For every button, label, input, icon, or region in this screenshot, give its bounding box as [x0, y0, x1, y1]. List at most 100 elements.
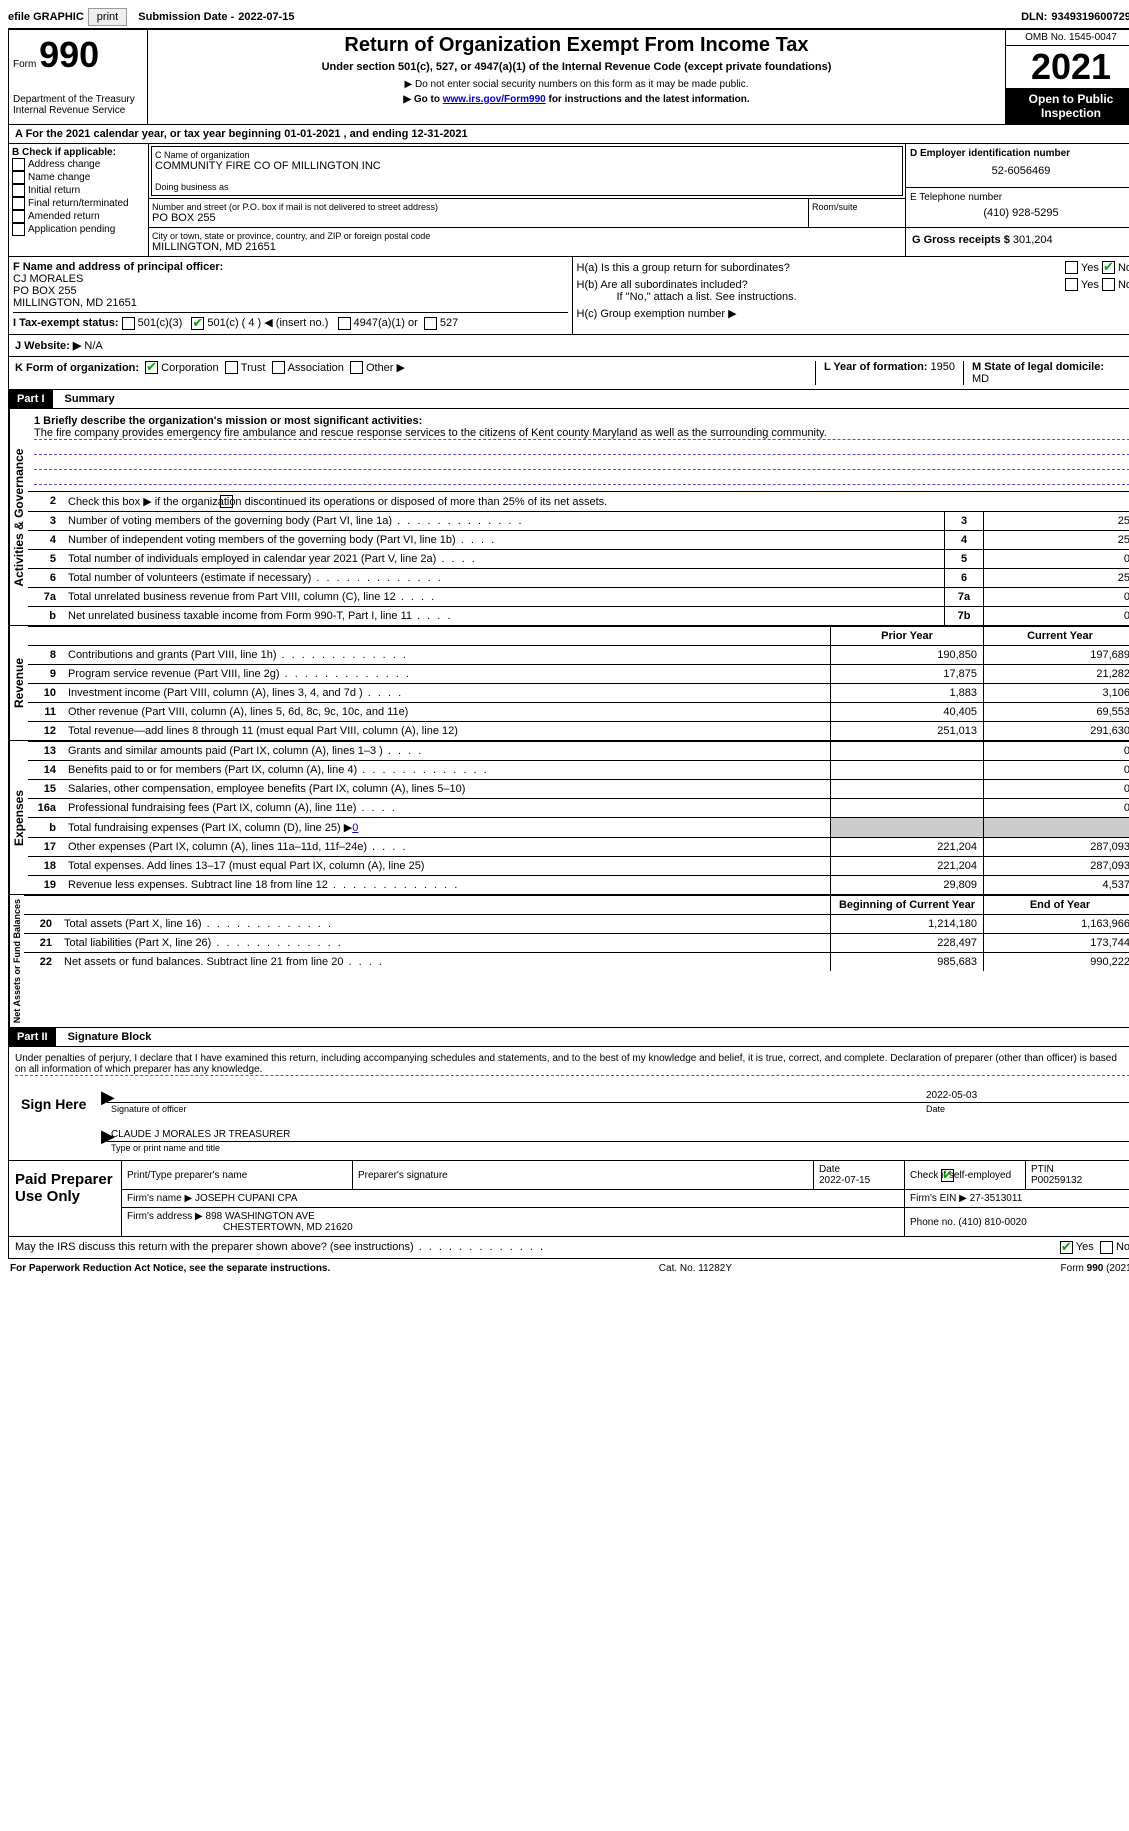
part-i-header: Part I Summary: [8, 390, 1129, 409]
prior-val: 190,850: [831, 646, 984, 665]
gross-label: G Gross receipts $: [912, 234, 1013, 246]
line-text: Net assets or fund balances. Subtract li…: [58, 953, 831, 972]
cb-discuss-yes[interactable]: [1060, 1241, 1073, 1254]
line-text: Total expenses. Add lines 13–17 (must eq…: [62, 857, 831, 876]
cb-self-employed[interactable]: [941, 1169, 954, 1182]
part-ii-title: Signature Block: [68, 1031, 152, 1043]
tax-year: 2021: [1006, 46, 1129, 88]
cb-4947[interactable]: [338, 317, 351, 330]
current-val: 4,537: [984, 876, 1129, 895]
cb-hb-yes[interactable]: [1065, 278, 1078, 291]
begin-val: 228,497: [831, 934, 984, 953]
mission-label: 1 Briefly describe the organization's mi…: [34, 415, 1129, 427]
line-value: 25: [984, 531, 1129, 550]
sig-date-value: 2022-05-03: [922, 1076, 1129, 1103]
name-title-label: Type or print name and title: [107, 1142, 1129, 1154]
form-org-label: K Form of organization:: [15, 362, 139, 374]
cb-address-change[interactable]: [12, 158, 25, 171]
line-no: b: [28, 818, 62, 838]
col-begin: Beginning of Current Year: [831, 896, 984, 915]
cb-final-return[interactable]: [12, 197, 25, 210]
fundraising-link[interactable]: 0: [352, 822, 358, 834]
col-prior: Prior Year: [831, 627, 984, 646]
omb-number: OMB No. 1545-0047: [1006, 30, 1129, 46]
cb-discontinued[interactable]: [220, 495, 233, 508]
mission-text: The fire company provides emergency fire…: [34, 427, 1129, 440]
opt-527: 527: [440, 317, 458, 329]
preparer-sig-label: Preparer's signature: [353, 1161, 814, 1190]
cb-501c[interactable]: [191, 317, 204, 330]
room-label: Room/suite: [812, 202, 902, 212]
city-label: City or town, state or province, country…: [152, 231, 902, 241]
section-f-h: F Name and address of principal officer:…: [8, 257, 1129, 335]
dashed-line: [34, 455, 1129, 470]
line-value: 0: [984, 588, 1129, 607]
cb-trust[interactable]: [225, 361, 238, 374]
section-expenses: Expenses 13Grants and similar amounts pa…: [8, 741, 1129, 895]
goto-post: for instructions and the latest informat…: [546, 94, 750, 105]
ptin-label: PTIN: [1031, 1164, 1054, 1175]
line-text: Total fundraising expenses (Part IX, col…: [68, 822, 352, 834]
prep-date-value: 2022-07-15: [819, 1175, 870, 1186]
cb-discuss-no[interactable]: [1100, 1241, 1113, 1254]
print-button[interactable]: print: [88, 8, 127, 26]
col-d-ein-phone: D Employer identification number 52-6056…: [906, 144, 1129, 256]
signature-block: Under penalties of perjury, I declare th…: [8, 1047, 1129, 1161]
cb-527[interactable]: [424, 317, 437, 330]
cb-other[interactable]: [350, 361, 363, 374]
submission-date: 2022-07-15: [238, 11, 294, 23]
irs-link[interactable]: www.irs.gov/Form990: [443, 94, 546, 105]
tax-year-end: 12-31-2021: [411, 128, 467, 140]
paid-preparer-block: Paid Preparer Use Only Print/Type prepar…: [8, 1161, 1129, 1237]
current-val: 287,093: [984, 838, 1129, 857]
line-text: Revenue less expenses. Subtract line 18 …: [62, 876, 831, 895]
preparer-name-label: Print/Type preparer's name: [122, 1161, 353, 1190]
ha-label: H(a) Is this a group return for subordin…: [577, 262, 1065, 274]
cb-association[interactable]: [272, 361, 285, 374]
line-no: 20: [24, 915, 58, 934]
form-number: 990: [39, 34, 99, 75]
prior-val: 1,883: [831, 684, 984, 703]
line-no: 17: [28, 838, 62, 857]
section-revenue: Revenue Prior YearCurrent Year 8Contribu…: [8, 626, 1129, 741]
current-val: 0: [984, 799, 1129, 818]
begin-val: 1,214,180: [831, 915, 984, 934]
paid-preparer-label: Paid Preparer Use Only: [9, 1161, 122, 1236]
cb-ha-yes[interactable]: [1065, 261, 1078, 274]
current-val: 0: [984, 761, 1129, 780]
cb-name-change[interactable]: [12, 171, 25, 184]
prep-date-label: Date: [819, 1164, 840, 1175]
opt-initial-return: Initial return: [28, 185, 80, 196]
prior-val: [831, 742, 984, 761]
current-val: 291,630: [984, 722, 1129, 741]
goto-pre: ▶ Go to: [403, 94, 442, 105]
cb-hb-no[interactable]: [1102, 278, 1115, 291]
line-no: 18: [28, 857, 62, 876]
line-no: 11: [28, 703, 62, 722]
current-val: 69,553: [984, 703, 1129, 722]
submission-date-label: Submission Date -: [138, 11, 234, 23]
end-val: 173,744: [984, 934, 1129, 953]
cb-application-pending[interactable]: [12, 223, 25, 236]
cb-initial-return[interactable]: [12, 184, 25, 197]
row-a-pre: A For the 2021 calendar year, or tax yea…: [15, 128, 284, 140]
cb-corporation[interactable]: [145, 361, 158, 374]
officer-city: MILLINGTON, MD 21651: [13, 297, 568, 313]
self-employed-label: Check if self-employed: [910, 1170, 1011, 1181]
cb-amended-return[interactable]: [12, 210, 25, 223]
sig-officer-label: Signature of officer: [107, 1103, 922, 1115]
cb-501c3[interactable]: [122, 317, 135, 330]
dba-label: Doing business as: [155, 182, 899, 192]
part-i-title: Summary: [65, 393, 115, 405]
col-end: End of Year: [984, 896, 1129, 915]
line-no: 19: [28, 876, 62, 895]
col-b-checkboxes: B Check if applicable: Address change Na…: [9, 144, 149, 256]
paperwork-notice: For Paperwork Reduction Act Notice, see …: [10, 1263, 330, 1274]
line-no: 14: [28, 761, 62, 780]
cb-ha-no[interactable]: [1102, 261, 1115, 274]
prior-val: 40,405: [831, 703, 984, 722]
line-text: Number of independent voting members of …: [62, 531, 945, 550]
arrow-icon: ▶: [101, 1087, 115, 1108]
discuss-row: May the IRS discuss this return with the…: [8, 1237, 1129, 1259]
part-ii-badge: Part II: [9, 1028, 56, 1046]
